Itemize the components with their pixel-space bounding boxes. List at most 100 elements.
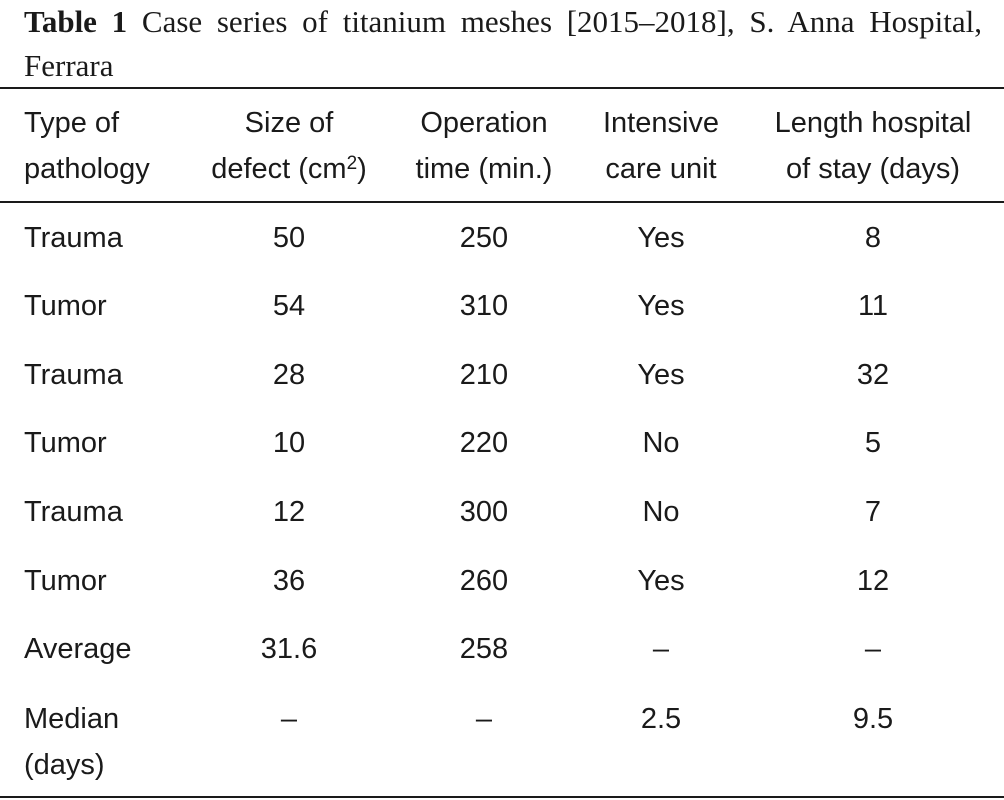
cell-length-of-stay: 12 (748, 558, 998, 604)
cell-icu: Yes (582, 352, 740, 398)
cell-icu: Yes (582, 215, 740, 261)
cell-pathology: Median (days) (24, 696, 119, 788)
cell-icu: Yes (582, 558, 740, 604)
cell-line: Yes (637, 359, 685, 391)
cell-line: 258 (459, 633, 509, 665)
cell-line: 7 (864, 496, 882, 528)
cell-line: Trauma (24, 359, 123, 391)
cell-line: 250 (459, 222, 509, 254)
cell-operation-time: 258 (388, 626, 580, 672)
header-line: of stay (days) (785, 153, 961, 185)
table-caption-text: Case series of titanium meshes [2015–201… (24, 4, 982, 83)
cell-icu: No (582, 489, 740, 535)
cell-length-of-stay: 7 (748, 489, 998, 535)
cell-defect-size: 54 (190, 283, 388, 329)
cell-operation-time: 260 (388, 558, 580, 604)
cell-pathology: Trauma (24, 489, 123, 535)
header-line: care unit (605, 153, 717, 185)
cell-line: Average (24, 633, 132, 665)
header-type-of-pathology: Type of pathology (24, 100, 150, 192)
cell-length-of-stay: 11 (748, 283, 998, 329)
header-intensive-care-unit: Intensive care unit (582, 100, 740, 192)
cell-line: 310 (459, 290, 509, 322)
cell-icu: 2.5 (582, 696, 740, 742)
table-label: Table 1 (24, 4, 128, 39)
cell-operation-time: – (388, 696, 580, 742)
table-header-rule (0, 201, 1004, 203)
cell-icu: – (582, 626, 740, 672)
cell-line: 31.6 (260, 633, 318, 665)
cell-defect-size: 50 (190, 215, 388, 261)
cell-line: 11 (857, 290, 889, 322)
header-length-of-stay: Length hospital of stay (days) (748, 100, 998, 192)
cell-line: No (642, 496, 680, 528)
cell-pathology: Tumor (24, 558, 107, 604)
cell-length-of-stay: 5 (748, 420, 998, 466)
cell-pathology: Tumor (24, 420, 107, 466)
cell-line: (days) (24, 749, 105, 781)
cell-line: Yes (637, 222, 685, 254)
cell-line: Trauma (24, 496, 123, 528)
header-line: Intensive (602, 107, 720, 139)
header-line: Operation (420, 107, 548, 139)
cell-length-of-stay: 9.5 (748, 696, 998, 742)
cell-operation-time: 300 (388, 489, 580, 535)
cell-line: Median (24, 703, 120, 735)
cell-operation-time: 250 (388, 215, 580, 261)
cell-defect-size: 36 (190, 558, 388, 604)
cell-line: 12 (272, 496, 306, 528)
cell-length-of-stay: 8 (748, 215, 998, 261)
cell-line: 210 (459, 359, 509, 391)
cell-line: 300 (459, 496, 509, 528)
cell-line: Tumor (24, 290, 107, 322)
table-caption: Table 1 Case series of titanium meshes [… (24, 0, 982, 88)
cell-line: Yes (637, 565, 685, 597)
cell-line: 2.5 (640, 703, 682, 735)
cell-operation-time: 210 (388, 352, 580, 398)
cell-defect-size: 28 (190, 352, 388, 398)
cell-pathology: Average (24, 626, 132, 672)
header-line: Type of (24, 107, 120, 139)
table-bottom-rule (0, 796, 1004, 798)
cell-icu: Yes (582, 283, 740, 329)
cell-line: Trauma (24, 222, 123, 254)
cell-line: 50 (272, 222, 306, 254)
table-top-rule (0, 87, 1004, 89)
cell-pathology: Tumor (24, 283, 107, 329)
cell-line: 10 (272, 427, 306, 459)
header-line: time (min.) (415, 153, 553, 185)
cell-line: 220 (459, 427, 509, 459)
cell-length-of-stay: 32 (748, 352, 998, 398)
header-line: Size of (244, 107, 334, 139)
cell-line: 9.5 (852, 703, 894, 735)
cell-defect-size: 10 (190, 420, 388, 466)
cell-operation-time: 220 (388, 420, 580, 466)
header-operation-time: Operation time (min.) (388, 100, 580, 192)
cell-line: 12 (856, 565, 890, 597)
cell-defect-size: 12 (190, 489, 388, 535)
cell-line: – (864, 633, 882, 665)
cell-line: 28 (272, 359, 306, 391)
cell-line: – (652, 633, 670, 665)
cell-line: 36 (272, 565, 306, 597)
cell-icu: No (582, 420, 740, 466)
cell-operation-time: 310 (388, 283, 580, 329)
cell-defect-size: – (190, 696, 388, 742)
header-line: pathology (24, 153, 150, 185)
cell-length-of-stay: – (748, 626, 998, 672)
cell-defect-size: 31.6 (190, 626, 388, 672)
cell-line: 54 (272, 290, 306, 322)
cell-line: 32 (856, 359, 890, 391)
cell-pathology: Trauma (24, 352, 123, 398)
cell-line: 5 (864, 427, 882, 459)
cell-line: Yes (637, 290, 685, 322)
cell-line: 8 (864, 222, 882, 254)
header-size-of-defect: Size of defect (cm2) (190, 100, 388, 192)
header-line: Length hospital (774, 107, 972, 139)
cell-line: – (280, 703, 298, 735)
header-line: defect (cm2) (211, 153, 367, 185)
cell-line: Tumor (24, 427, 107, 459)
cell-line: Tumor (24, 565, 107, 597)
cell-line: 260 (459, 565, 509, 597)
cell-pathology: Trauma (24, 215, 123, 261)
